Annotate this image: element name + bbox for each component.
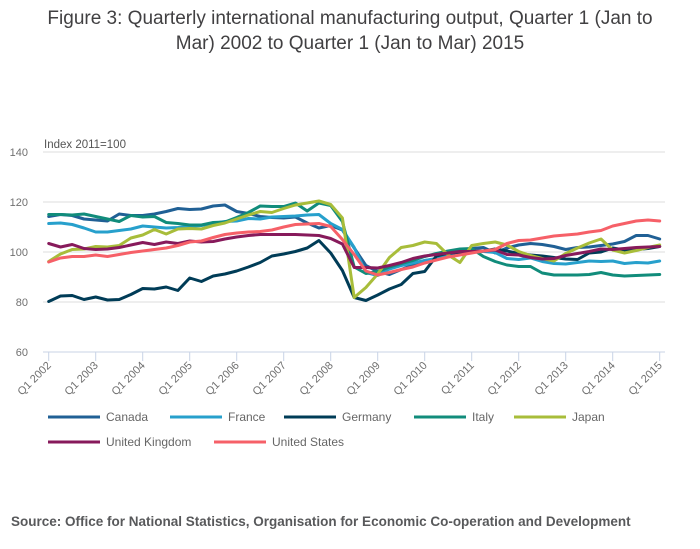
y-tick-label: 100: [10, 247, 28, 259]
legend-item-germany[interactable]: Germany: [284, 410, 391, 424]
legend-item-italy[interactable]: Italy: [414, 410, 494, 424]
x-axis: Q1 2002 Q1 2003 Q1 2004 Q1 2005 Q1 2006 Q1 20…: [15, 351, 665, 398]
y-axis-unit-label: Index 2011=100: [44, 139, 126, 151]
x-tick-label: Q1 2003: [62, 360, 100, 398]
x-tick-label: Q1 2014: [579, 360, 617, 398]
series-line-united-states: [47, 218, 662, 277]
x-tick-label: Q1 2009: [344, 360, 382, 398]
legend-label: United States: [272, 435, 344, 449]
legend-item-france[interactable]: France: [170, 410, 266, 424]
y-tick-label: 60: [16, 347, 28, 359]
x-tick-label: Q1 2005: [156, 360, 194, 398]
chart-title: Figure 3: Quarterly international manufa…: [0, 6, 700, 56]
legend-item-united-kingdom[interactable]: United Kingdom: [48, 435, 191, 449]
y-tick-label: 80: [16, 297, 28, 309]
x-tick-label: Q1 2010: [391, 360, 429, 398]
x-tick-label: Q1 2015: [626, 360, 664, 398]
x-tick-label: Q1 2012: [485, 360, 523, 398]
x-tick-label: Q1 2002: [15, 360, 53, 398]
y-tick-label: 140: [10, 147, 28, 159]
series-line-united-kingdom: [47, 233, 662, 270]
legend-label: France: [228, 410, 266, 424]
legend-label: Japan: [572, 410, 605, 424]
legend-item-canada[interactable]: Canada: [48, 410, 148, 424]
source-note: Source: Office for National Statistics, …: [11, 514, 631, 529]
y-axis-ticks: 60 80 100 120 140: [10, 147, 28, 359]
legend-label: Italy: [472, 410, 494, 424]
legend-label: United Kingdom: [106, 435, 191, 449]
legend-item-united-states[interactable]: United States: [214, 435, 344, 449]
chart-title-line-1: Figure 3: Quarterly international manufa…: [47, 8, 653, 29]
legend-item-japan[interactable]: Japan: [514, 410, 605, 424]
legend-label: Germany: [342, 410, 391, 424]
legend-label: Canada: [106, 410, 148, 424]
x-tick-label: Q1 2007: [250, 360, 288, 398]
legend: Canada France Germany Italy Japan United King…: [48, 410, 605, 449]
y-tick-label: 120: [10, 197, 28, 209]
x-tick-label: Q1 2004: [109, 360, 147, 398]
chart-title-line-2: Mar) 2002 to Quarter 1 (Jan to Mar) 2015: [175, 33, 525, 54]
series-line-france: [47, 213, 662, 277]
x-tick-label: Q1 2008: [297, 360, 335, 398]
x-tick-label: Q1 2006: [203, 360, 241, 398]
series-lines: [47, 199, 662, 303]
x-tick-label: Q1 2013: [532, 360, 570, 398]
x-tick-label: Q1 2011: [439, 360, 477, 398]
